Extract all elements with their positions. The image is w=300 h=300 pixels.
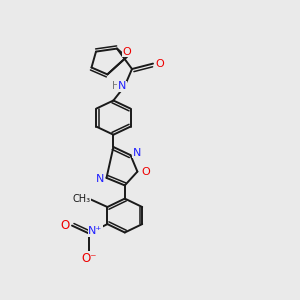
Text: O: O	[155, 58, 164, 69]
Text: O: O	[61, 219, 70, 232]
Text: N: N	[118, 81, 126, 92]
Text: N: N	[133, 148, 141, 158]
Text: O: O	[122, 46, 131, 57]
Text: O: O	[141, 167, 150, 177]
Text: CH₃: CH₃	[72, 194, 90, 204]
Text: N⁺: N⁺	[88, 226, 103, 236]
Text: H: H	[112, 81, 119, 92]
Text: N: N	[96, 174, 104, 184]
Text: O⁻: O⁻	[81, 251, 97, 265]
